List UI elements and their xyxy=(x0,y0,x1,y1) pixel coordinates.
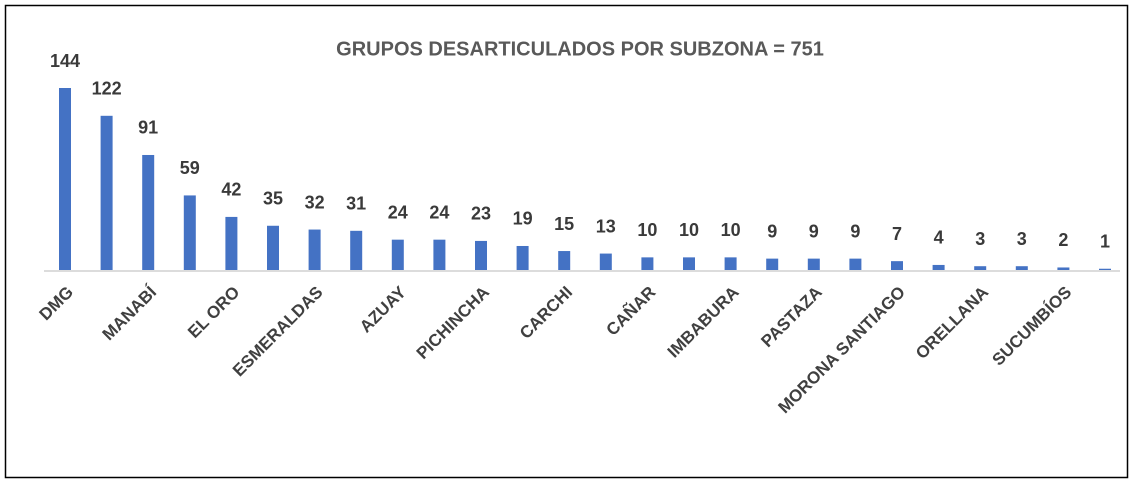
value-label: 91 xyxy=(138,118,158,138)
bar xyxy=(100,115,113,270)
value-label: 15 xyxy=(554,214,574,234)
bar xyxy=(475,240,487,270)
bar xyxy=(350,230,363,270)
bar xyxy=(391,239,404,270)
bar xyxy=(849,258,862,270)
bar xyxy=(1099,268,1111,270)
value-label: 9 xyxy=(809,221,819,241)
value-label: 3 xyxy=(975,229,985,249)
bar xyxy=(974,266,987,270)
value-label: 24 xyxy=(429,202,449,222)
bar xyxy=(641,257,654,270)
value-label: 10 xyxy=(637,220,657,240)
value-label: 7 xyxy=(892,224,902,244)
bar xyxy=(59,88,71,270)
bar xyxy=(183,195,196,270)
chart-title: GRUPOS DESARTICULADOS POR SUBZONA = 751 xyxy=(336,38,824,60)
value-label: 35 xyxy=(263,189,283,209)
bar xyxy=(1015,266,1028,270)
value-label: 32 xyxy=(305,192,325,212)
value-label: 10 xyxy=(679,220,699,240)
bar xyxy=(433,239,446,270)
bar xyxy=(683,257,695,270)
bar xyxy=(558,251,571,270)
value-label: 4 xyxy=(934,228,944,248)
value-label: 144 xyxy=(50,51,80,71)
bar xyxy=(308,229,321,270)
bar xyxy=(807,258,820,270)
bar xyxy=(267,225,279,270)
value-label: 10 xyxy=(721,220,741,240)
value-label: 31 xyxy=(346,194,366,214)
bar xyxy=(724,257,737,270)
chart-frame xyxy=(4,4,1129,479)
bar xyxy=(225,216,238,270)
bar xyxy=(599,253,612,270)
value-label: 23 xyxy=(471,204,491,224)
value-label: 9 xyxy=(850,221,860,241)
value-label: 3 xyxy=(1017,229,1027,249)
bar xyxy=(766,258,779,270)
value-label: 2 xyxy=(1058,230,1068,250)
value-label: 1 xyxy=(1100,231,1110,251)
bar xyxy=(932,264,945,270)
value-label: 19 xyxy=(513,209,533,229)
value-label: 59 xyxy=(180,158,200,178)
value-label: 42 xyxy=(221,180,241,200)
value-label: 122 xyxy=(92,79,122,99)
bar xyxy=(891,261,903,270)
bar xyxy=(1057,267,1070,270)
bar xyxy=(142,154,155,270)
value-label: 9 xyxy=(767,221,777,241)
value-label: 13 xyxy=(596,216,616,236)
value-label: 24 xyxy=(388,202,408,222)
bar xyxy=(516,245,529,270)
